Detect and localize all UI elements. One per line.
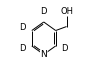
Text: N: N <box>40 50 47 59</box>
Text: D: D <box>20 23 26 32</box>
Text: D: D <box>61 44 68 53</box>
Text: D: D <box>40 7 47 16</box>
Text: D: D <box>20 44 26 53</box>
Text: OH: OH <box>60 7 73 16</box>
